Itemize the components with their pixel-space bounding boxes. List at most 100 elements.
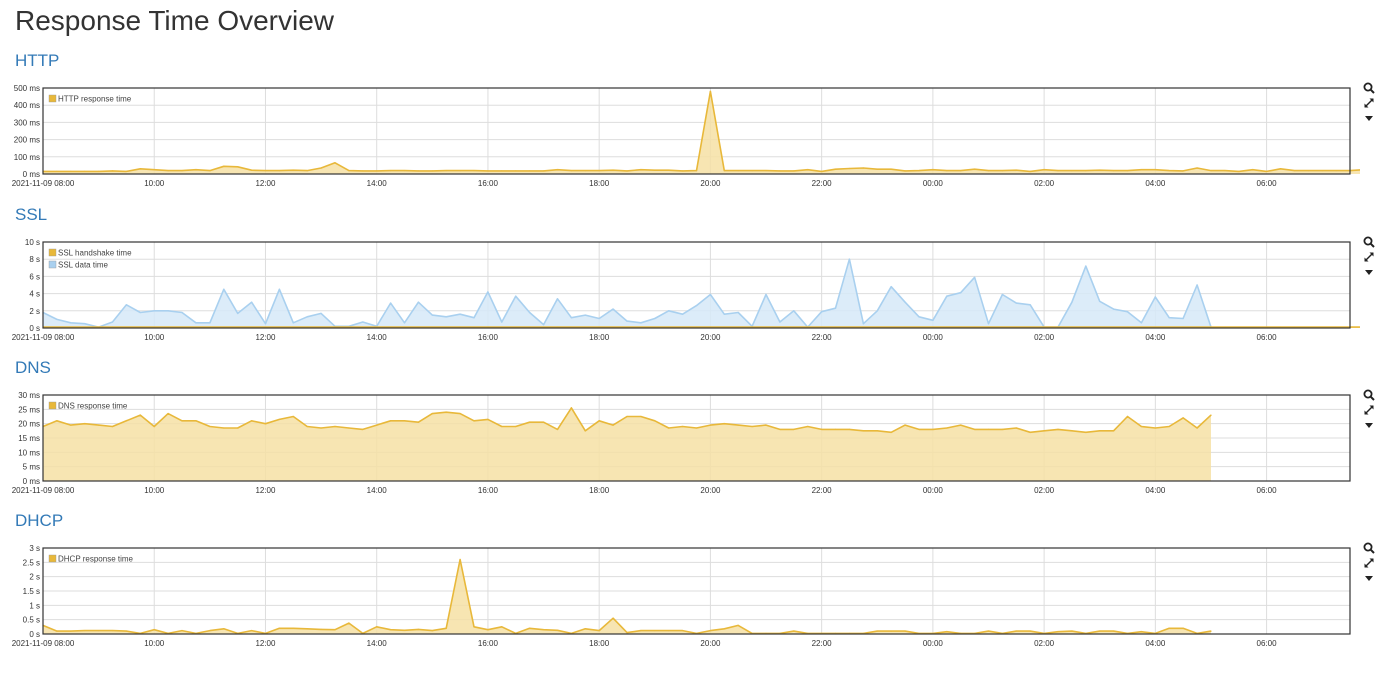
x-tick-label: 00:00	[923, 639, 944, 648]
legend-swatch	[48, 260, 57, 269]
data-point	[946, 170, 948, 172]
x-tick-label: 12:00	[255, 486, 276, 495]
expand-icon[interactable]	[1362, 403, 1378, 418]
data-point	[487, 418, 489, 420]
data-point	[334, 162, 336, 164]
search-icon[interactable]	[1362, 81, 1378, 96]
data-point	[1196, 284, 1198, 286]
data-point	[654, 317, 656, 320]
data-point	[1210, 170, 1212, 172]
data-point	[1154, 427, 1156, 429]
x-tick-label: 10:00	[144, 486, 165, 495]
data-point	[445, 627, 447, 629]
data-point	[237, 166, 239, 168]
data-point	[543, 324, 545, 326]
data-point	[1113, 630, 1115, 632]
data-point	[751, 170, 753, 172]
search-icon[interactable]	[1362, 541, 1378, 556]
data-point	[1071, 630, 1073, 632]
data-point	[598, 420, 600, 422]
data-point	[987, 630, 990, 632]
data-point	[890, 431, 892, 433]
data-point	[1182, 170, 1184, 172]
data-point	[1168, 170, 1170, 172]
expand-icon[interactable]	[1362, 250, 1378, 265]
chevron-down-icon[interactable]	[1362, 418, 1378, 433]
data-point	[584, 170, 586, 172]
data-point	[181, 311, 183, 314]
data-point	[682, 313, 684, 315]
data-point	[876, 168, 878, 170]
data-point	[431, 170, 433, 172]
legend-label: SSL data time	[58, 261, 109, 270]
data-point	[556, 298, 559, 300]
data-point	[737, 311, 739, 314]
data-point	[834, 307, 837, 309]
x-tick-label: 20:00	[700, 639, 721, 648]
y-tick-label: 3 s	[29, 544, 40, 553]
data-point	[1071, 170, 1073, 172]
data-point	[56, 420, 58, 422]
chevron-down-icon[interactable]	[1362, 111, 1378, 126]
data-point	[1043, 169, 1045, 171]
chevron-down-icon[interactable]	[1362, 571, 1378, 586]
data-point	[390, 302, 392, 304]
x-tick-label: 04:00	[1145, 486, 1166, 495]
data-point	[1210, 630, 1212, 632]
data-point	[807, 169, 809, 171]
data-point	[334, 629, 336, 631]
data-point	[487, 170, 489, 172]
data-point	[570, 170, 573, 172]
x-tick-label: 2021-11-09 08:00	[12, 179, 75, 188]
data-point	[654, 420, 656, 422]
data-point	[278, 627, 280, 629]
y-tick-label: 20 ms	[18, 420, 40, 429]
data-point	[974, 168, 976, 170]
dns-chart: 2021-11-09 08:00 10:00 12:00 14:00 16:00 18:0…	[12, 391, 1351, 495]
data-point	[125, 170, 127, 172]
data-point	[946, 295, 948, 297]
y-tick-label: 4 s	[29, 290, 40, 299]
data-point	[1321, 170, 1323, 172]
data-point	[139, 168, 141, 170]
data-point	[1224, 170, 1226, 172]
data-point	[515, 425, 517, 428]
data-point	[1015, 630, 1017, 632]
data-point	[584, 314, 586, 316]
data-point	[682, 630, 684, 632]
data-point	[1126, 311, 1129, 313]
data-point	[1182, 627, 1184, 629]
data-point	[362, 170, 364, 172]
y-tick-label: 0 s	[29, 630, 40, 639]
data-point	[292, 169, 294, 171]
data-point	[793, 630, 795, 632]
data-point	[376, 424, 378, 426]
data-point	[751, 425, 753, 428]
data-point	[834, 168, 837, 170]
expand-icon[interactable]	[1362, 96, 1378, 111]
data-point	[640, 630, 642, 632]
data-point	[56, 630, 58, 632]
data-point	[529, 421, 531, 423]
data-point	[723, 170, 725, 172]
data-point	[459, 170, 461, 172]
data-point	[181, 170, 183, 172]
data-point	[431, 413, 433, 415]
data-point	[167, 413, 169, 415]
data-point	[765, 424, 767, 426]
chevron-down-icon[interactable]	[1362, 265, 1378, 280]
expand-icon[interactable]	[1362, 556, 1378, 571]
data-point	[974, 428, 976, 430]
legend-label: HTTP response time	[58, 95, 132, 104]
data-point	[417, 301, 419, 303]
data-point	[974, 276, 976, 278]
data-point	[612, 169, 614, 171]
data-point	[70, 170, 72, 172]
x-tick-label: 2021-11-09 08:00	[12, 486, 75, 495]
search-icon[interactable]	[1362, 235, 1378, 250]
search-icon[interactable]	[1362, 388, 1378, 403]
data-point	[251, 630, 253, 632]
x-tick-label: 00:00	[923, 333, 944, 342]
x-tick-label: 20:00	[700, 179, 721, 188]
data-point	[84, 170, 86, 172]
